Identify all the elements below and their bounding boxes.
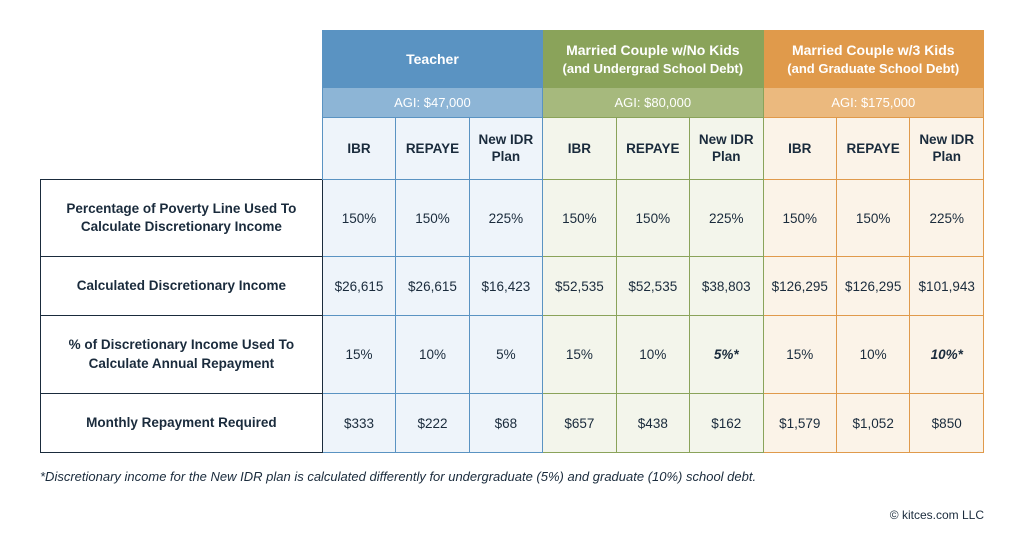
- plan-header: New IDRPlan: [690, 118, 763, 179]
- plan-header: New IDRPlan: [910, 118, 984, 179]
- data-cell: 150%: [836, 179, 909, 256]
- data-cell: 225%: [690, 179, 763, 256]
- data-row: Calculated Discretionary Income$26,615$2…: [41, 257, 984, 316]
- data-cell: 10%: [616, 316, 689, 393]
- plan-header: REPAYE: [836, 118, 909, 179]
- idr-comparison-table: TeacherMarried Couple w/No Kids(and Unde…: [40, 30, 984, 453]
- data-cell: $68: [469, 393, 542, 452]
- copyright-text: © kitces.com LLC: [40, 508, 984, 522]
- data-cell: 10%*: [910, 316, 984, 393]
- scenario-subtitle: (and Undergrad School Debt): [549, 60, 756, 78]
- data-cell: $52,535: [543, 257, 616, 316]
- emphasized-value: 5%*: [714, 347, 739, 362]
- plan-header: IBR: [763, 118, 836, 179]
- plan-header: IBR: [322, 118, 395, 179]
- data-cell: 225%: [469, 179, 542, 256]
- data-cell: 15%: [763, 316, 836, 393]
- data-cell: 150%: [396, 179, 469, 256]
- data-cell: $333: [322, 393, 395, 452]
- scenario-title: Teacher: [322, 31, 542, 88]
- data-cell: 15%: [322, 316, 395, 393]
- data-row: Percentage of Poverty Line Used To Calcu…: [41, 179, 984, 256]
- plan-header: REPAYE: [396, 118, 469, 179]
- data-row: % of Discretionary Income Used To Calcul…: [41, 316, 984, 393]
- row-label: Calculated Discretionary Income: [41, 257, 323, 316]
- data-cell: $126,295: [763, 257, 836, 316]
- data-cell: $850: [910, 393, 984, 452]
- data-cell: $438: [616, 393, 689, 452]
- data-cell: 150%: [322, 179, 395, 256]
- agi-cell: AGI: $175,000: [763, 88, 984, 118]
- agi-cell: AGI: $80,000: [543, 88, 763, 118]
- row-label: Monthly Repayment Required: [41, 393, 323, 452]
- data-cell: 15%: [543, 316, 616, 393]
- data-cell: 150%: [543, 179, 616, 256]
- row-label: % of Discretionary Income Used To Calcul…: [41, 316, 323, 393]
- data-cell: 10%: [836, 316, 909, 393]
- data-cell: 5%*: [690, 316, 763, 393]
- data-cell: $26,615: [322, 257, 395, 316]
- agi-cell: AGI: $47,000: [322, 88, 542, 118]
- data-cell: $162: [690, 393, 763, 452]
- plan-header: REPAYE: [616, 118, 689, 179]
- scenario-row: TeacherMarried Couple w/No Kids(and Unde…: [41, 31, 984, 88]
- corner-blank: [41, 31, 323, 180]
- plan-header: New IDRPlan: [469, 118, 542, 179]
- data-cell: $52,535: [616, 257, 689, 316]
- data-cell: $16,423: [469, 257, 542, 316]
- data-cell: 5%: [469, 316, 542, 393]
- emphasized-value: 10%*: [931, 347, 963, 362]
- data-cell: $1,579: [763, 393, 836, 452]
- scenario-title: Married Couple w/3 Kids(and Graduate Sch…: [763, 31, 984, 88]
- data-cell: 10%: [396, 316, 469, 393]
- data-cell: $657: [543, 393, 616, 452]
- data-cell: 225%: [910, 179, 984, 256]
- data-row: Monthly Repayment Required$333$222$68$65…: [41, 393, 984, 452]
- data-cell: $126,295: [836, 257, 909, 316]
- footnote-text: *Discretionary income for the New IDR pl…: [40, 469, 984, 484]
- scenario-subtitle: (and Graduate School Debt): [770, 60, 978, 78]
- data-cell: $26,615: [396, 257, 469, 316]
- data-cell: $1,052: [836, 393, 909, 452]
- data-cell: 150%: [616, 179, 689, 256]
- data-cell: $101,943: [910, 257, 984, 316]
- row-label: Percentage of Poverty Line Used To Calcu…: [41, 179, 323, 256]
- data-cell: $222: [396, 393, 469, 452]
- data-cell: $38,803: [690, 257, 763, 316]
- scenario-title: Married Couple w/No Kids(and Undergrad S…: [543, 31, 763, 88]
- data-cell: 150%: [763, 179, 836, 256]
- plan-header: IBR: [543, 118, 616, 179]
